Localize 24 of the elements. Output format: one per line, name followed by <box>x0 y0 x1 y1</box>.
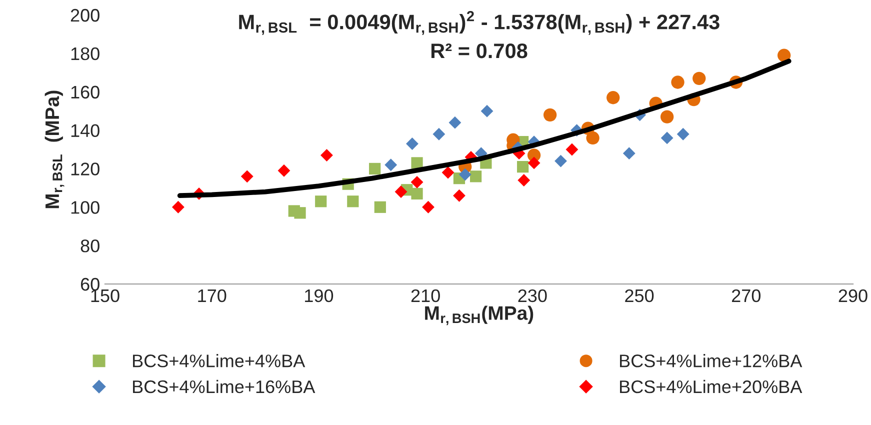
x-axis-title: M$_{r,BSH}$(MPa) <box>425 306 534 326</box>
y-tick-label: 120 <box>71 162 100 176</box>
text: M$_{r,BSL}$ = 0.0049(M$_{r,BSH}$)$^{2}$ - 1.5378(M$_{r,BSH}$) + 227.43 <box>239 10 720 35</box>
x-tick-label: 150 <box>91 289 120 302</box>
y-tick-label: 60 <box>80 278 100 291</box>
y-tick-label: 160 <box>71 86 100 99</box>
y-tick-label: 100 <box>71 201 100 214</box>
y-tick-label: 140 <box>71 124 100 138</box>
legend-label: BCS+4%Lime+4%BA <box>133 354 306 368</box>
y-tick-label: 180 <box>71 47 100 60</box>
legend-label: BCS+4%Lime+12%BA <box>620 354 802 368</box>
x-tick-label: 190 <box>305 289 334 302</box>
legend-label: BCS+4%Lime+20%BA <box>620 380 802 394</box>
y-axis-title: M$_{r,BSL}$ (MPa) <box>44 90 64 208</box>
legend-label: BCS+4%Lime+16%BA <box>133 380 316 394</box>
annotation: R² = 0.708 <box>431 44 528 58</box>
x-tick-label: 290 <box>838 289 868 302</box>
x-tick-label: 230 <box>518 289 547 302</box>
x-tick-label: 270 <box>732 289 760 302</box>
x-tick-label: 250 <box>625 289 654 302</box>
x-tick-label: 170 <box>198 289 226 302</box>
y-tick-label: 80 <box>80 240 100 252</box>
x-tick-label: 210 <box>411 289 440 302</box>
y-tick-label: 200 <box>70 8 100 22</box>
